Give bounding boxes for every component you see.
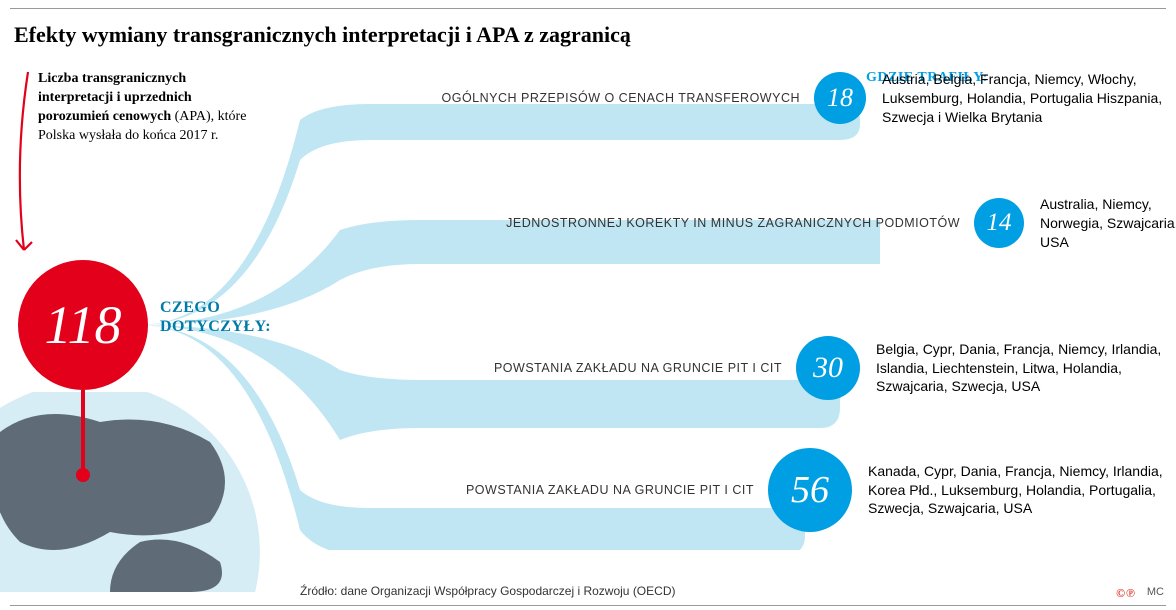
branch-circle: 30 bbox=[796, 336, 860, 400]
source-text: Źródło: dane Organizacji Współpracy Gosp… bbox=[300, 584, 675, 598]
branch-countries: Kanada, Cypr, Dania, Francja, Niemcy, Ir… bbox=[868, 462, 1168, 519]
branch-number: 30 bbox=[813, 351, 843, 385]
rule-top bbox=[10, 8, 1166, 9]
branch-countries: Belgia, Cypr, Dania, Francja, Niemcy, Ir… bbox=[876, 340, 1166, 397]
branch-countries: Austria, Belgia, Francja, Niemcy, Włochy… bbox=[882, 70, 1172, 127]
pin-line bbox=[81, 390, 85, 470]
main-number: 118 bbox=[45, 294, 122, 356]
branch-circle: 14 bbox=[974, 198, 1024, 248]
branch-countries: Australia, Niemcy, Norwegia, Szwajcaria,… bbox=[1040, 195, 1176, 252]
branch-row: POWSTANIA ZAKŁADU NA GRUNCIE PIT I CIT 30… bbox=[442, 336, 1166, 400]
branch-circle: 56 bbox=[768, 448, 852, 532]
branch-label: POWSTANIA ZAKŁADU NA GRUNCIE PIT I CIT bbox=[414, 483, 754, 497]
branch-number: 56 bbox=[791, 468, 829, 512]
branch-label: POWSTANIA ZAKŁADU NA GRUNCIE PIT I CIT bbox=[442, 361, 782, 375]
branch-number: 14 bbox=[987, 209, 1012, 237]
czego-label: CZEGODOTYCZYŁY: bbox=[160, 298, 271, 336]
arrow-icon bbox=[10, 72, 40, 267]
branch-row: JEDNOSTRONNEJ KOREKTY IN MINUS ZAGRANICZ… bbox=[460, 195, 1176, 252]
pin-dot bbox=[76, 468, 90, 482]
author-initials: MC bbox=[1147, 586, 1164, 598]
branch-row: OGÓLNYCH PRZEPISÓW O CENACH TRANSFEROWYC… bbox=[420, 70, 1172, 127]
branch-label: JEDNOSTRONNEJ KOREKTY IN MINUS ZAGRANICZ… bbox=[460, 216, 960, 230]
branch-number: 18 bbox=[827, 83, 853, 113]
branch-label: OGÓLNYCH PRZEPISÓW O CENACH TRANSFEROWYC… bbox=[420, 91, 800, 105]
title: Efekty wymiany transgranicznych interpre… bbox=[14, 22, 631, 48]
branch-circle: 18 bbox=[814, 72, 866, 124]
main-circle: 118 bbox=[18, 260, 148, 390]
rule-bottom bbox=[10, 605, 1166, 606]
copyright-icon: ©℗ bbox=[1116, 586, 1136, 601]
branch-row: POWSTANIA ZAKŁADU NA GRUNCIE PIT I CIT 56… bbox=[414, 448, 1168, 532]
